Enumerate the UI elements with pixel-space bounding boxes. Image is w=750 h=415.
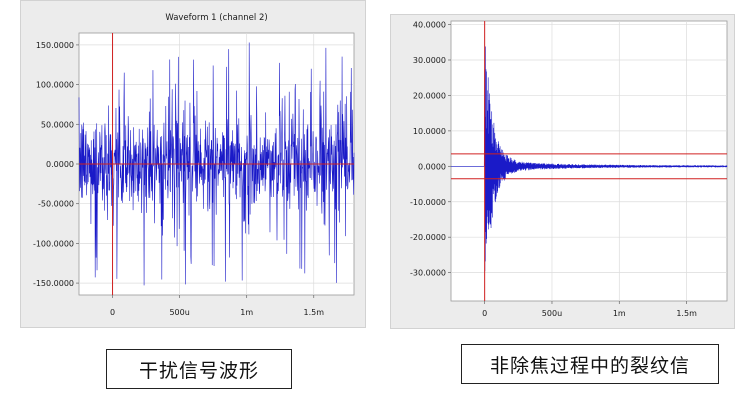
y-tick-label: 50.0000 — [41, 120, 74, 129]
x-tick-label: 1m — [240, 308, 253, 317]
interference-waveform-panel: 150.0000 100.0000 50.0000 0.0000 -50.0000 -10… — [20, 0, 366, 328]
y-tick-label: -30.0000 — [410, 269, 446, 278]
x-tick-label: 1.5m — [676, 309, 697, 318]
crack-signal-chart: 40.0000 30.0000 20.0000 10.0000 0.0000 -10.00… — [410, 21, 728, 318]
grid-lines — [451, 21, 727, 301]
y-tick-label: 0.0000 — [418, 162, 446, 171]
interference-waveform-caption: 干扰信号波形 — [106, 349, 292, 389]
y-tick-label: -20.0000 — [410, 233, 446, 242]
interference-waveform-chart: 150.0000 100.0000 50.0000 0.0000 -50.0000 -10… — [33, 13, 355, 317]
x-tick-label: 0 — [482, 309, 487, 318]
x-tick-label: 1.5m — [303, 308, 324, 317]
x-tick-label: 500u — [542, 309, 562, 318]
crack-signal-panel: 40.0000 30.0000 20.0000 10.0000 0.0000 -10.00… — [390, 14, 735, 329]
x-tick-label: 0 — [110, 308, 115, 317]
y-tick-label: 40.0000 — [413, 21, 446, 30]
y-tick-label: 150.0000 — [36, 41, 74, 50]
y-tick-label: 0.0000 — [46, 160, 74, 169]
y-tick-label: 100.0000 — [36, 81, 74, 90]
x-tick-label: 500u — [169, 308, 189, 317]
y-tick-label: 20.0000 — [413, 91, 446, 100]
signal-trace — [78, 42, 355, 286]
y-tick-label: 30.0000 — [413, 56, 446, 65]
y-tick-label: 10.0000 — [413, 127, 446, 136]
y-tick-label: -10.0000 — [410, 198, 446, 207]
chart-title: Waveform 1 (channel 2) — [165, 13, 267, 23]
y-tick-label: -150.0000 — [33, 279, 74, 288]
signal-trace — [451, 46, 728, 272]
crack-signal-caption: 非除焦过程中的裂纹信 — [461, 344, 719, 384]
x-tick-label: 1m — [613, 309, 626, 318]
y-tick-label: -50.0000 — [38, 200, 74, 209]
y-tick-label: -100.0000 — [33, 239, 74, 248]
